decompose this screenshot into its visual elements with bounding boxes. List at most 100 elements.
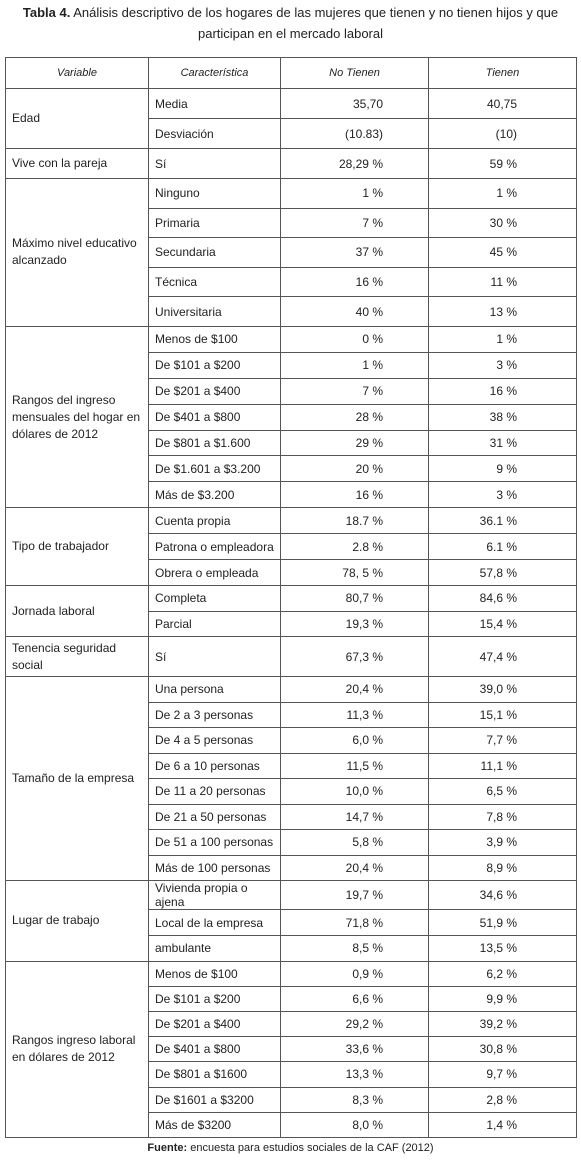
- no-tienen-cell: 10,0 %: [280, 778, 429, 805]
- tienen-cell: 45 %: [428, 237, 577, 268]
- table-row: De $101 a $200 6,6 % 9,9 %: [6, 985, 577, 1012]
- table-row: Más de $3.200 16 % 3 %: [6, 481, 577, 509]
- tienen-cell: 39,0 %: [428, 676, 577, 703]
- tienen-cell: 3,9 %: [428, 829, 577, 856]
- table-row: De $401 a $800 33,6 % 30,8 %: [6, 1036, 577, 1063]
- no-tienen-cell: 5,8 %: [280, 829, 429, 856]
- tienen-cell: 9,9 %: [428, 985, 577, 1012]
- characteristic-cell: Parcial: [148, 610, 281, 638]
- tienen-cell: 40,75: [428, 88, 577, 119]
- no-tienen-cell: 11,3 %: [280, 701, 429, 729]
- no-tienen-cell: 20,4 %: [280, 854, 429, 882]
- table-row: Máximo nivel educativo alcanzado Ninguno 1…: [5, 178, 577, 327]
- table-row: Desviación (10.83) (10): [6, 118, 577, 149]
- characteristic-cell: Más de $3200: [148, 1111, 281, 1138]
- characteristic-cell: De $401 a $800: [148, 403, 281, 431]
- tienen-cell: 6,5 %: [428, 778, 577, 805]
- table-header: Variable Característica No Tienen Tienen: [5, 57, 577, 89]
- characteristic-cell: Menos de $100: [148, 960, 281, 987]
- characteristic-cell: Más de 100 personas: [148, 854, 281, 882]
- characteristic-cell: De $1.601 a $3.200: [148, 455, 281, 483]
- no-tienen-cell: 80,7 %: [280, 585, 429, 612]
- variable-cell: Tenencia seguridad social: [5, 636, 149, 678]
- no-tienen-cell: 28 %: [280, 403, 429, 431]
- variable-cell: Tipo de trabajador: [5, 507, 149, 587]
- tienen-cell: 3 %: [428, 481, 577, 509]
- variable-cell: Vive con la pareja: [5, 148, 149, 179]
- characteristic-cell: Técnica: [148, 266, 281, 298]
- no-tienen-cell: 0 %: [280, 325, 429, 353]
- variable-cell: Jornada laboral: [5, 585, 149, 638]
- tienen-cell: 30,8 %: [428, 1036, 577, 1063]
- no-tienen-cell: 8,5 %: [280, 934, 429, 962]
- table-row: De $101 a $200 1 % 3 %: [6, 351, 577, 379]
- no-tienen-cell: 29,2 %: [280, 1010, 429, 1038]
- table-row: De 21 a 50 personas 14,7 % 7,8 %: [6, 803, 577, 831]
- no-tienen-cell: 20 %: [280, 455, 429, 483]
- table-row: Tamaño de la empresa Una persona 20,4 % 39,…: [5, 676, 577, 882]
- table-row: Técnica 16 % 11 %: [6, 266, 577, 298]
- characteristic-cell: Una persona: [148, 676, 281, 703]
- characteristic-cell: Cuenta propia: [148, 507, 281, 535]
- characteristic-cell: Desviación: [148, 118, 281, 149]
- no-tienen-cell: 29 %: [280, 429, 429, 457]
- header-row: Variable Característica No Tienen Tienen: [5, 57, 577, 89]
- table-row: Rangos ingreso laboral en dólares de 201…: [5, 960, 577, 1138]
- tienen-cell: 15,1 %: [428, 701, 577, 729]
- tienen-cell: 36.1 %: [428, 507, 577, 535]
- characteristic-cell: Sí: [148, 148, 281, 179]
- tienen-cell: 9,7 %: [428, 1061, 577, 1088]
- characteristic-cell: Sí: [148, 636, 281, 678]
- characteristic-cell: De $201 a $400: [148, 1010, 281, 1038]
- table-row: De $201 a $400 7 % 16 %: [6, 377, 577, 405]
- tienen-cell: 13,5 %: [428, 934, 577, 962]
- table-row: Obrera o empleada 78, 5 % 57,8 %: [6, 559, 577, 587]
- tienen-cell: 6.1 %: [428, 533, 577, 561]
- characteristic-cell: De 11 a 20 personas: [148, 778, 281, 805]
- tienen-cell: 15,4 %: [428, 610, 577, 638]
- no-tienen-cell: 16 %: [280, 481, 429, 509]
- tienen-cell: 1 %: [428, 325, 577, 353]
- title: Tabla 4. Análisis descriptivo de los hog…: [10, 2, 571, 44]
- characteristic-cell: De 21 a 50 personas: [148, 803, 281, 831]
- tienen-cell: 31 %: [428, 429, 577, 457]
- tienen-cell: 13 %: [428, 296, 577, 327]
- tienen-cell: (10): [428, 118, 577, 149]
- table-row: De $1601 a $3200 8,3 % 2,8 %: [6, 1086, 577, 1113]
- footer-label: Fuente:: [147, 1142, 188, 1154]
- table-body: Edad Media 35,70 40,75 Desviación (10.83) (10)…: [5, 88, 577, 1138]
- no-tienen-cell: 13,3 %: [280, 1061, 429, 1088]
- table-row: De $801 a $1600 13,3 % 9,7 %: [6, 1061, 577, 1088]
- table-row: De $801 a $1.600 29 % 31 %: [6, 429, 577, 457]
- no-tienen-cell: 71,8 %: [280, 909, 429, 936]
- tienen-cell: 7,8 %: [428, 803, 577, 831]
- no-tienen-cell: 7 %: [280, 207, 429, 239]
- tienen-cell: 16 %: [428, 377, 577, 405]
- no-tienen-cell: 6,6 %: [280, 985, 429, 1012]
- characteristic-cell: Más de $3.200: [148, 481, 281, 509]
- variable-cell: Máximo nivel educativo alcanzado: [5, 178, 149, 327]
- table-row: Edad Media 35,70 40,75: [5, 88, 577, 149]
- tienen-cell: 47,4 %: [428, 636, 577, 678]
- characteristic-cell: De $201 a $400: [148, 377, 281, 405]
- no-tienen-cell: 28,29 %: [280, 148, 429, 179]
- table-row: De 11 a 20 personas 10,0 % 6,5 %: [6, 778, 577, 805]
- no-tienen-cell: 78, 5 %: [280, 559, 429, 587]
- table-row: Vive con la pareja Sí 28,29 % 59 %: [5, 148, 577, 179]
- table-row: Jornada laboral Completa 80,7 % 84,6 %: [5, 585, 577, 638]
- characteristic-cell: Ninguno: [148, 178, 281, 209]
- no-tienen-cell: 14,7 %: [280, 803, 429, 831]
- table-row: Universitaria 40 % 13 %: [6, 296, 577, 327]
- tienen-cell: 11 %: [428, 266, 577, 298]
- table-row: Lugar de trabajo Vivienda propia o ajena 1…: [5, 880, 577, 962]
- no-tienen-cell: 16 %: [280, 266, 429, 298]
- table-row: Rangos del ingreso mensuales del hogar e…: [5, 325, 577, 509]
- characteristic-cell: De 4 a 5 personas: [148, 727, 281, 754]
- no-tienen-cell: 8,0 %: [280, 1111, 429, 1138]
- tienen-cell: 39,2 %: [428, 1010, 577, 1038]
- tienen-cell: 34,6 %: [428, 880, 577, 911]
- no-tienen-cell: 40 %: [280, 296, 429, 327]
- tienen-cell: 6,2 %: [428, 960, 577, 987]
- tienen-cell: 84,6 %: [428, 585, 577, 612]
- characteristic-cell: Menos de $100: [148, 325, 281, 353]
